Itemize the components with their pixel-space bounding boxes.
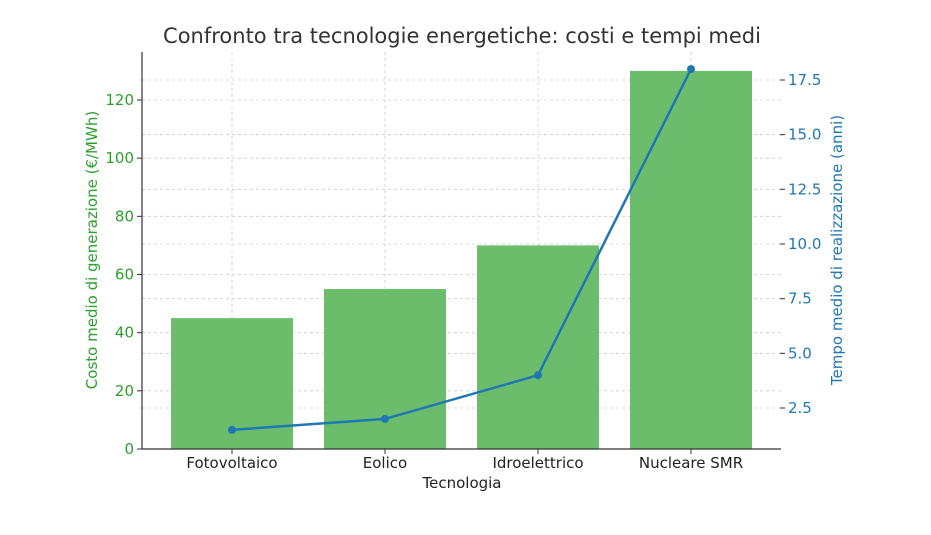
- line-marker: [381, 414, 389, 423]
- y-tick-label-left: 0: [124, 440, 134, 458]
- y-axis-right-label: Tempo medio di realizzazione (anni): [828, 115, 846, 386]
- y-tick-label-right: 17.5: [788, 71, 821, 89]
- y-tick-label-right: 5.0: [788, 344, 812, 362]
- y-tick-label-right: 12.5: [788, 180, 821, 198]
- x-tick-label: Idroelettrico: [492, 454, 583, 472]
- y-tick-label-right: 2.5: [788, 399, 812, 417]
- x-tick-label: Eolico: [363, 454, 407, 472]
- y-tick-label-right: 7.5: [788, 290, 812, 308]
- line-series: [228, 65, 695, 434]
- y-tick-label-left: 20: [115, 382, 134, 400]
- x-tick-label: Fotovoltaico: [186, 454, 277, 472]
- bar-nucleare-smr: [630, 70, 752, 450]
- line-marker: [228, 425, 236, 434]
- y-tick-label-left: 80: [115, 207, 134, 225]
- y-tick-label-left: 120: [105, 91, 134, 109]
- axes: 0 20 40 60 80 100 120 2.5 5.0 7.5 10.0 12.5 15.0 17.5…: [105, 52, 821, 472]
- y-tick-label-left: 60: [115, 266, 134, 284]
- y-axis-left-label: Costo medio di generazione (€/MWh): [83, 111, 101, 389]
- grid-lines: [142, 52, 781, 449]
- y-tick-label-right: 10.0: [788, 235, 821, 253]
- y-tick-label-left: 40: [115, 324, 134, 342]
- chart-title: Confronto tra tecnologie energetiche: co…: [163, 24, 761, 48]
- y-tick-label-right: 15.0: [788, 126, 821, 144]
- bar-idroelettrico: [477, 245, 599, 449]
- x-axis-label: Tecnologia: [422, 474, 502, 492]
- y-tick-label-left: 100: [105, 149, 134, 167]
- bars: [171, 70, 752, 450]
- time-line: [231, 68, 693, 432]
- x-tick-label: Nucleare SMR: [639, 454, 743, 472]
- line-marker: [534, 371, 542, 380]
- bar-eolico: [324, 289, 446, 449]
- line-marker: [687, 65, 695, 74]
